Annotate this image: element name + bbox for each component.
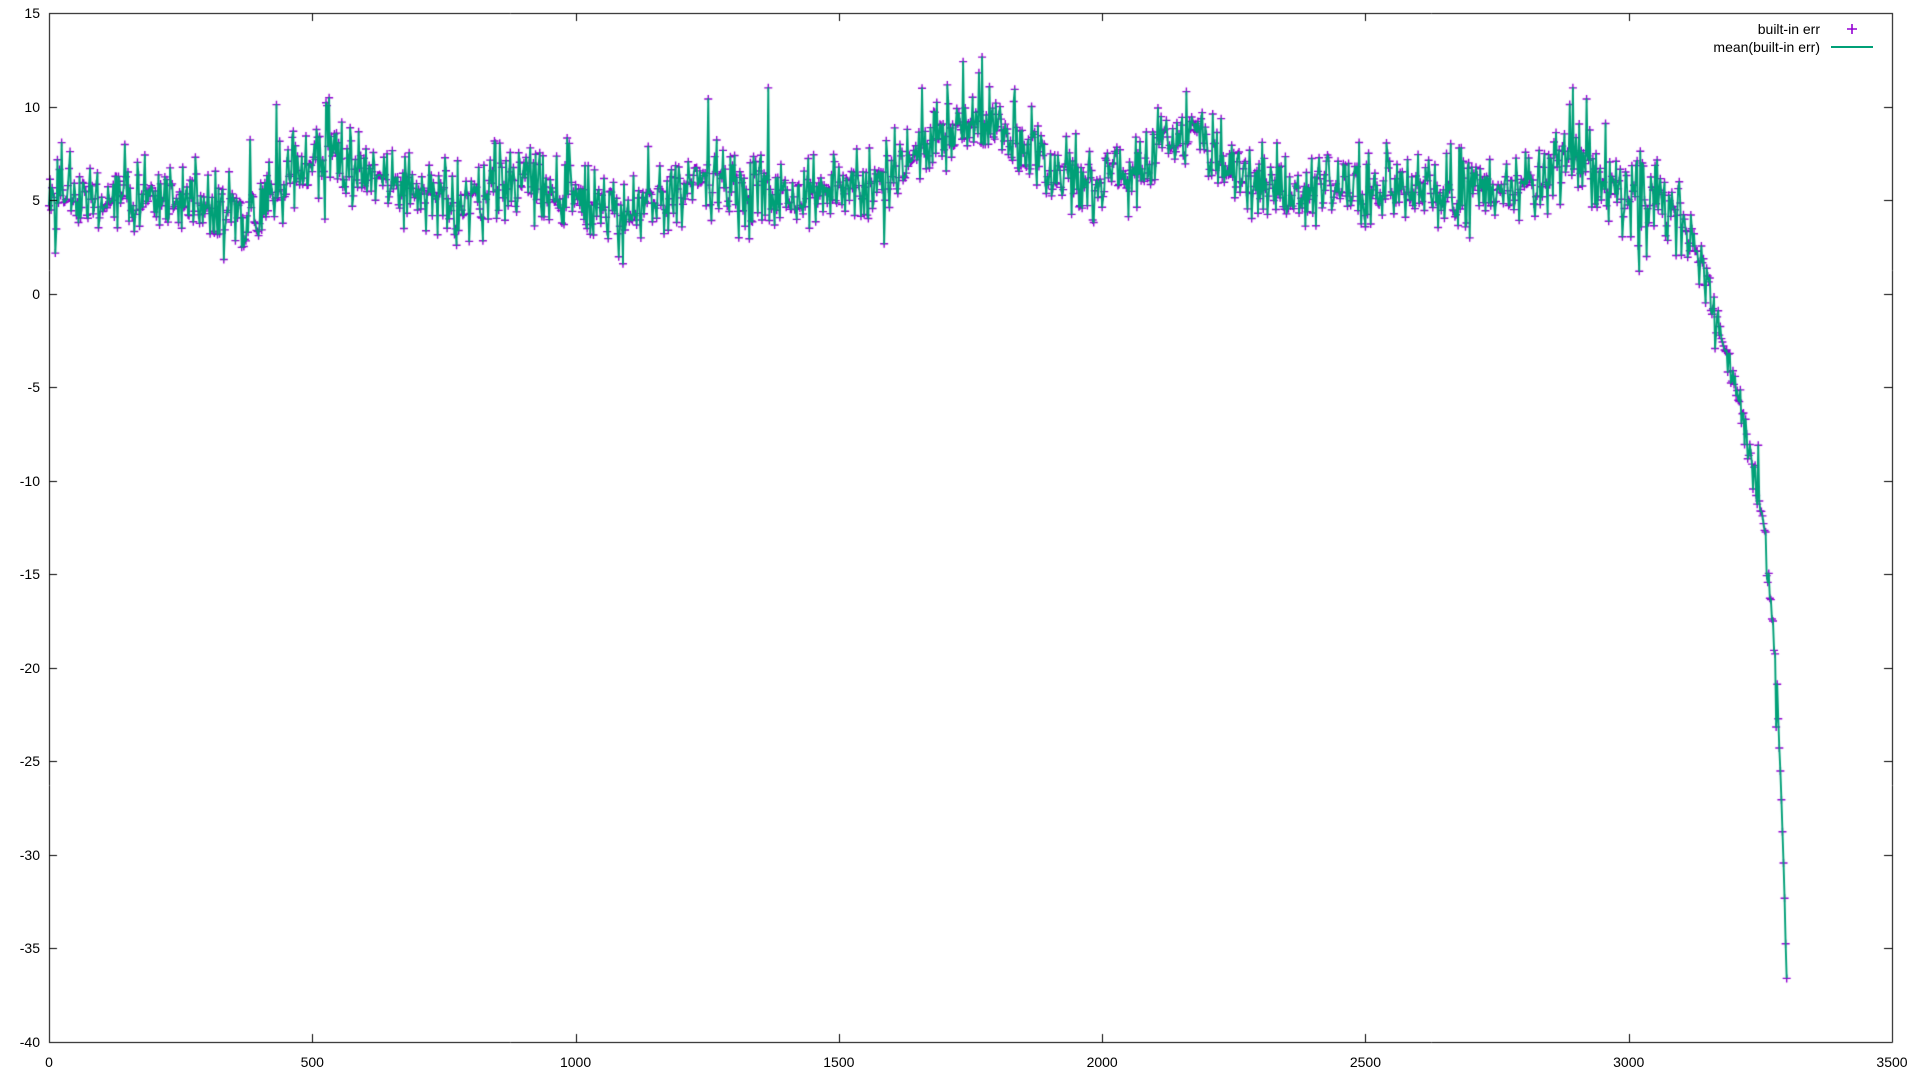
x-tick-label: 2000 (1086, 1054, 1118, 1070)
y-tick-label: -20 (19, 659, 40, 676)
legend: built-in err mean(built-in err) (1713, 20, 1874, 56)
x-tick-label: 1500 (823, 1054, 855, 1070)
legend-item-built-in-err: built-in err (1713, 20, 1874, 38)
legend-label-mean: mean(built-in err) (1713, 39, 1820, 55)
y-tick-label: -30 (19, 846, 40, 863)
plus-marker-icon (1830, 23, 1874, 35)
x-tick-label: 3000 (1613, 1054, 1645, 1070)
y-tick-label: 5 (32, 192, 40, 209)
x-tick-label: 1000 (559, 1054, 592, 1070)
legend-label-built-in-err: built-in err (1757, 21, 1820, 37)
x-tick-label: 500 (300, 1054, 324, 1070)
y-tick-label: 10 (24, 98, 40, 115)
x-tick-label: 2500 (1349, 1054, 1381, 1070)
y-tick-label: 15 (24, 5, 40, 21)
y-tick-label: 0 (32, 285, 40, 302)
x-tick-label: 3500 (1876, 1054, 1908, 1070)
y-tick-label: -10 (19, 472, 40, 489)
x-tick-label: 0 (45, 1054, 53, 1070)
line-marker-icon (1830, 41, 1874, 53)
y-tick-label: -25 (19, 753, 40, 770)
y-tick-label: -15 (19, 566, 40, 583)
y-tick-label: -40 (19, 1034, 40, 1050)
y-tick-label: -5 (27, 379, 40, 396)
y-tick-label: -35 (19, 940, 40, 957)
legend-item-mean: mean(built-in err) (1713, 38, 1874, 56)
